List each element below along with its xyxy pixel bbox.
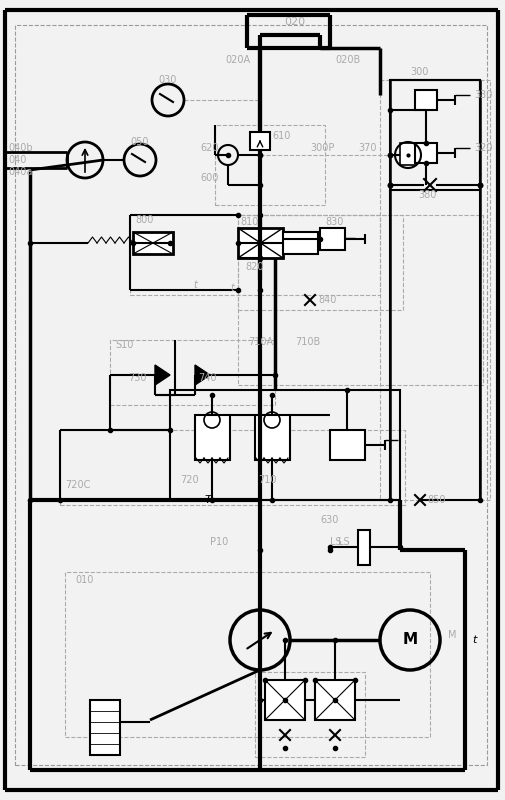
Bar (170, 390, 400, 500)
Text: 850: 850 (427, 495, 445, 505)
Bar (90, 700, 120, 755)
Text: 300: 300 (410, 67, 428, 77)
Bar (130, 215, 380, 295)
Text: t: t (193, 280, 197, 290)
Text: 040b: 040b (8, 143, 33, 153)
Text: 830: 830 (325, 217, 343, 227)
Text: 710B: 710B (295, 337, 320, 347)
Text: M: M (448, 630, 457, 640)
Text: 040a: 040a (8, 167, 32, 177)
Bar (400, 143, 416, 165)
Bar (195, 415, 230, 460)
Text: 320: 320 (474, 143, 492, 153)
Text: 040: 040 (8, 155, 26, 165)
Polygon shape (195, 365, 210, 385)
Bar (415, 90, 437, 110)
Text: t: t (230, 283, 234, 293)
Text: 820: 820 (245, 262, 264, 272)
Bar (330, 430, 365, 460)
Bar (315, 680, 355, 720)
Bar (358, 530, 370, 565)
Text: 020A: 020A (225, 55, 250, 65)
Text: 740: 740 (198, 373, 217, 383)
Text: 720: 720 (180, 475, 198, 485)
Text: 620: 620 (200, 143, 219, 153)
Bar (238, 215, 403, 310)
Bar (238, 228, 283, 258)
Text: LS: LS (338, 537, 349, 547)
Text: 600: 600 (200, 173, 218, 183)
Bar (265, 680, 305, 720)
Text: 330: 330 (474, 90, 492, 100)
Bar (215, 125, 325, 205)
Text: 710: 710 (258, 475, 277, 485)
Text: 810: 810 (240, 217, 259, 227)
Bar (415, 143, 437, 163)
Text: S10: S10 (115, 340, 133, 350)
Text: 030: 030 (158, 75, 176, 85)
Text: 010: 010 (75, 575, 93, 585)
Text: 730: 730 (128, 373, 146, 383)
Text: t: t (472, 635, 476, 645)
Text: LS: LS (330, 537, 341, 547)
Text: P10: P10 (210, 537, 228, 547)
Bar (320, 228, 345, 250)
Text: 380: 380 (418, 190, 436, 200)
Bar (65, 572, 430, 737)
Bar (283, 232, 318, 254)
Text: 610: 610 (272, 131, 290, 141)
Text: 020B: 020B (335, 55, 360, 65)
Text: 020: 020 (284, 17, 306, 27)
Text: T: T (205, 495, 212, 505)
Bar (255, 672, 365, 757)
Bar (250, 132, 270, 150)
Bar (238, 215, 483, 385)
Text: 800: 800 (135, 215, 154, 225)
Bar (110, 340, 275, 405)
Bar (255, 415, 290, 460)
Text: 720C: 720C (65, 480, 90, 490)
Text: M: M (402, 633, 418, 647)
Text: 050: 050 (130, 137, 148, 147)
Text: 370: 370 (358, 143, 377, 153)
Text: 840: 840 (318, 295, 336, 305)
Text: 300P: 300P (310, 143, 334, 153)
Bar (60, 430, 405, 505)
Text: 710A: 710A (248, 337, 273, 347)
Bar (390, 80, 480, 190)
Bar (380, 80, 490, 500)
Text: 630: 630 (320, 515, 338, 525)
Polygon shape (155, 365, 170, 385)
Bar (133, 232, 173, 254)
